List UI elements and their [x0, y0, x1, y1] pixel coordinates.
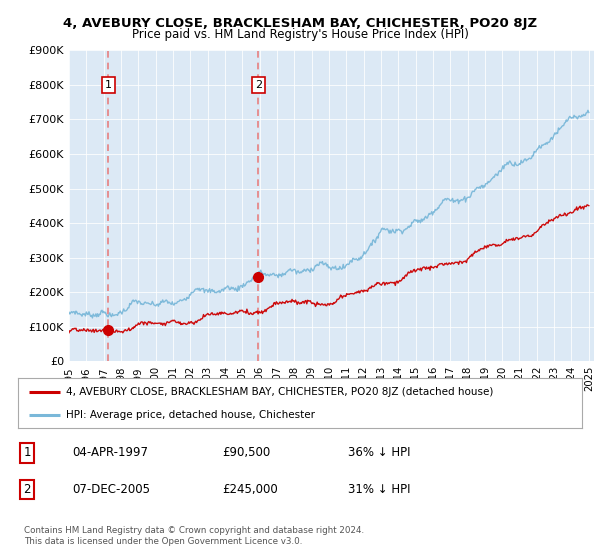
- Text: Contains HM Land Registry data © Crown copyright and database right 2024.
This d: Contains HM Land Registry data © Crown c…: [24, 526, 364, 546]
- Text: 2: 2: [23, 483, 31, 496]
- Text: 1: 1: [23, 446, 31, 459]
- Text: Price paid vs. HM Land Registry's House Price Index (HPI): Price paid vs. HM Land Registry's House …: [131, 28, 469, 41]
- Text: 4, AVEBURY CLOSE, BRACKLESHAM BAY, CHICHESTER, PO20 8JZ (detached house): 4, AVEBURY CLOSE, BRACKLESHAM BAY, CHICH…: [66, 386, 493, 396]
- Text: £90,500: £90,500: [222, 446, 270, 459]
- Text: HPI: Average price, detached house, Chichester: HPI: Average price, detached house, Chic…: [66, 410, 315, 420]
- Text: 4, AVEBURY CLOSE, BRACKLESHAM BAY, CHICHESTER, PO20 8JZ: 4, AVEBURY CLOSE, BRACKLESHAM BAY, CHICH…: [63, 17, 537, 30]
- Text: 1: 1: [105, 80, 112, 90]
- Text: 2: 2: [254, 80, 262, 90]
- Text: 36% ↓ HPI: 36% ↓ HPI: [348, 446, 410, 459]
- Text: 31% ↓ HPI: 31% ↓ HPI: [348, 483, 410, 496]
- Text: 04-APR-1997: 04-APR-1997: [72, 446, 148, 459]
- Text: £245,000: £245,000: [222, 483, 278, 496]
- Text: 07-DEC-2005: 07-DEC-2005: [72, 483, 150, 496]
